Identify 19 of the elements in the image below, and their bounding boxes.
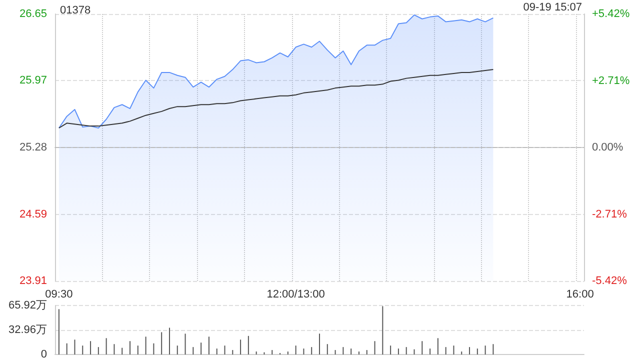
x-tick-label: 16:00 <box>566 288 594 300</box>
x-tick-label: 12:00/13:00 <box>266 288 325 300</box>
y2-tick-label: -5.42% <box>592 275 628 287</box>
y-tick-label: 32.96万 <box>8 324 47 336</box>
y2-tick-label: 0.00% <box>592 142 624 154</box>
y-tick-label: 23.91 <box>19 275 47 287</box>
x-tick-label: 09:30 <box>45 288 73 300</box>
y-tick-label: 24.59 <box>19 208 47 221</box>
y2-tick-label: +5.42% <box>592 8 630 20</box>
y-tick-label: 25.97 <box>19 74 47 86</box>
y-tick-label: 65.92万 <box>8 300 47 312</box>
text: 09-19 15:07 <box>523 2 582 14</box>
chart-title: 01378 <box>60 4 91 16</box>
y-tick-label: 25.28 <box>19 142 47 154</box>
y2-tick-label: -2.71% <box>592 208 628 220</box>
y2-tick-label: +2.71% <box>592 74 630 87</box>
y-tick-label: 0 <box>40 348 47 360</box>
y-tick-label: 26.65 <box>19 8 47 20</box>
line-series <box>58 69 494 129</box>
